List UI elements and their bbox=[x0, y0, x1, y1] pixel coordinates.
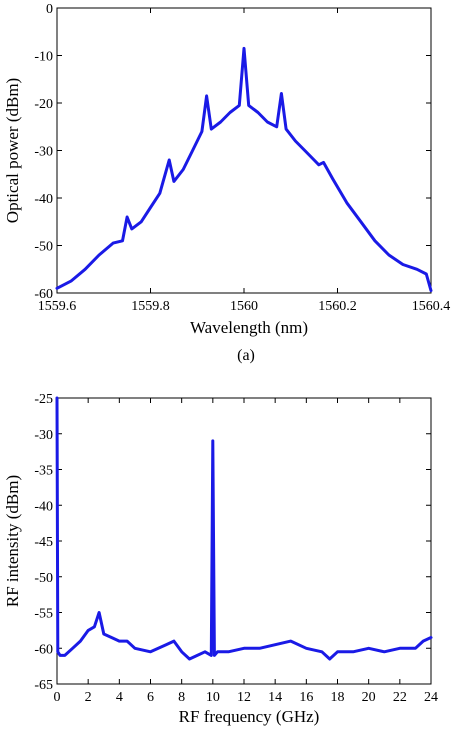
y-tick-label: -40 bbox=[34, 499, 53, 514]
x-tick-label: 14 bbox=[268, 690, 282, 705]
x-tick-label: 24 bbox=[424, 690, 438, 705]
x-tick-label: 20 bbox=[362, 690, 376, 705]
x-tick-label: 2 bbox=[85, 690, 92, 705]
x-tick-label: 0 bbox=[54, 690, 61, 705]
series-line bbox=[55, 396, 433, 661]
y-tick-label: -50 bbox=[34, 571, 53, 586]
x-tick-label: 6 bbox=[147, 690, 154, 705]
x-tick-label: 1559.8 bbox=[131, 299, 170, 314]
y-axis-label: Optical power (dBm) bbox=[3, 78, 22, 223]
x-tick-label: 10 bbox=[206, 690, 220, 705]
y-tick-label: -55 bbox=[34, 607, 53, 622]
y-tick-label: -10 bbox=[34, 50, 53, 65]
plot-frame bbox=[56, 397, 432, 685]
y-tick-label: -40 bbox=[34, 192, 53, 207]
x-axis-label: RF frequency (GHz) bbox=[179, 707, 320, 726]
y-tick-label: -65 bbox=[34, 678, 53, 693]
x-tick-label: 1560 bbox=[230, 299, 258, 314]
y-tick-label: 0 bbox=[46, 2, 53, 17]
caption-a: (a) bbox=[237, 347, 255, 364]
y-tick-label: -30 bbox=[34, 428, 53, 443]
x-tick-label: 18 bbox=[331, 690, 345, 705]
x-tick-label: 16 bbox=[299, 690, 313, 705]
y-tick-label: -20 bbox=[34, 97, 53, 112]
y-tick-label: -50 bbox=[34, 240, 53, 255]
y-tick-label: -25 bbox=[34, 392, 53, 407]
y-tick-label: -60 bbox=[34, 642, 53, 657]
y-axis-label: RF intensity (dBm) bbox=[3, 475, 22, 607]
x-axis-label: Wavelength (nm) bbox=[190, 318, 308, 337]
optical-spectrum-chart: 1559.6 1559.8 1560 1560.2 1560.4 0 -10 -20 -30 -4… bbox=[3, 2, 450, 337]
x-tick-label: 8 bbox=[178, 690, 185, 705]
x-tick-label: 1560.4 bbox=[412, 299, 451, 314]
rf-spectrum-chart: 0 2 4 6 8 10 12 14 16 18 20 22 24-25-30-35-40-45-50-… bbox=[3, 392, 438, 726]
series-line bbox=[55, 46, 433, 293]
y-tick-label: -45 bbox=[34, 535, 53, 550]
x-tick-label: 12 bbox=[237, 690, 251, 705]
x-tick-label: 4 bbox=[116, 690, 123, 705]
x-tick-label: 1560.2 bbox=[318, 299, 357, 314]
x-tick-label: 22 bbox=[393, 690, 407, 705]
y-tick-label: -30 bbox=[34, 145, 53, 160]
y-tick-label: -35 bbox=[34, 464, 53, 479]
y-tick-label: -60 bbox=[34, 287, 53, 302]
x-tick-label: 1559.6 bbox=[38, 299, 77, 314]
